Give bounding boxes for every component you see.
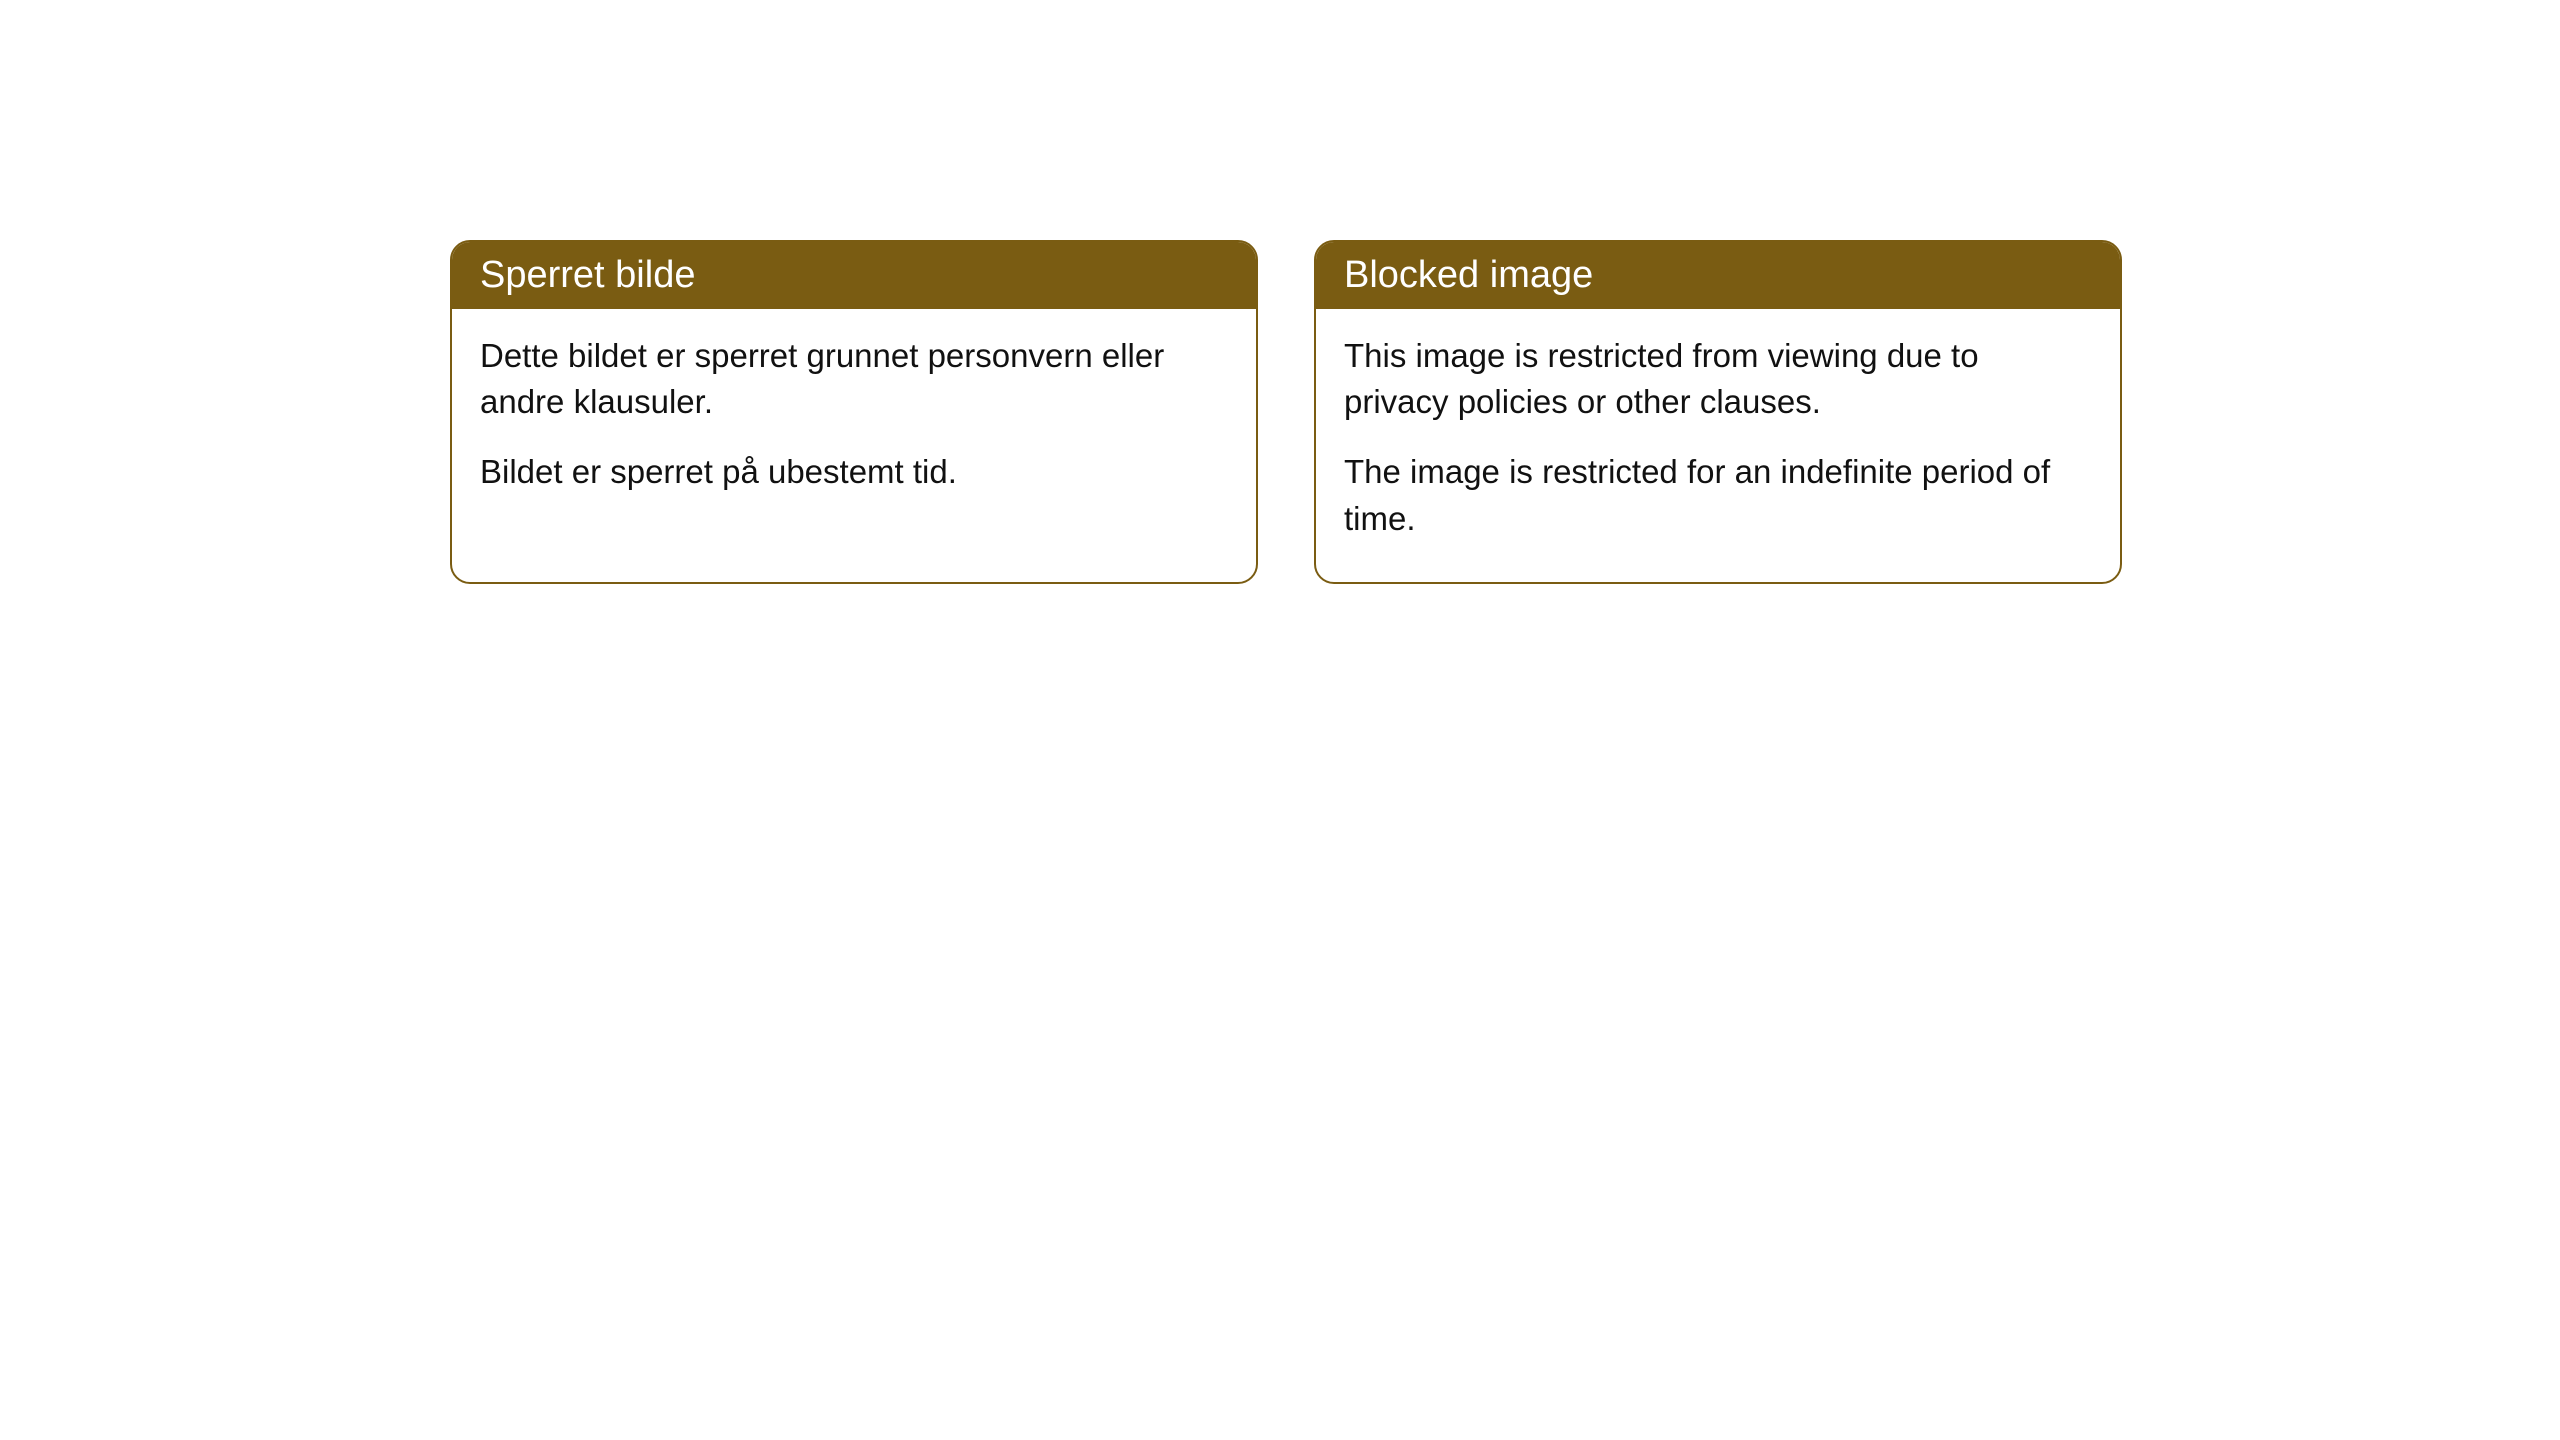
card-title: Blocked image [1344,254,1593,296]
card-body: This image is restricted from viewing du… [1316,309,2120,582]
card-paragraph: This image is restricted from viewing du… [1344,333,2092,425]
notice-cards-container: Sperret bilde Dette bildet er sperret gr… [450,240,2122,584]
card-header: Blocked image [1316,242,2120,309]
card-body: Dette bildet er sperret grunnet personve… [452,309,1256,536]
card-paragraph: Dette bildet er sperret grunnet personve… [480,333,1228,425]
card-paragraph: The image is restricted for an indefinit… [1344,449,2092,541]
card-paragraph: Bildet er sperret på ubestemt tid. [480,449,1228,495]
card-title: Sperret bilde [480,254,695,296]
card-header: Sperret bilde [452,242,1256,309]
blocked-image-card-no: Sperret bilde Dette bildet er sperret gr… [450,240,1258,584]
blocked-image-card-en: Blocked image This image is restricted f… [1314,240,2122,584]
